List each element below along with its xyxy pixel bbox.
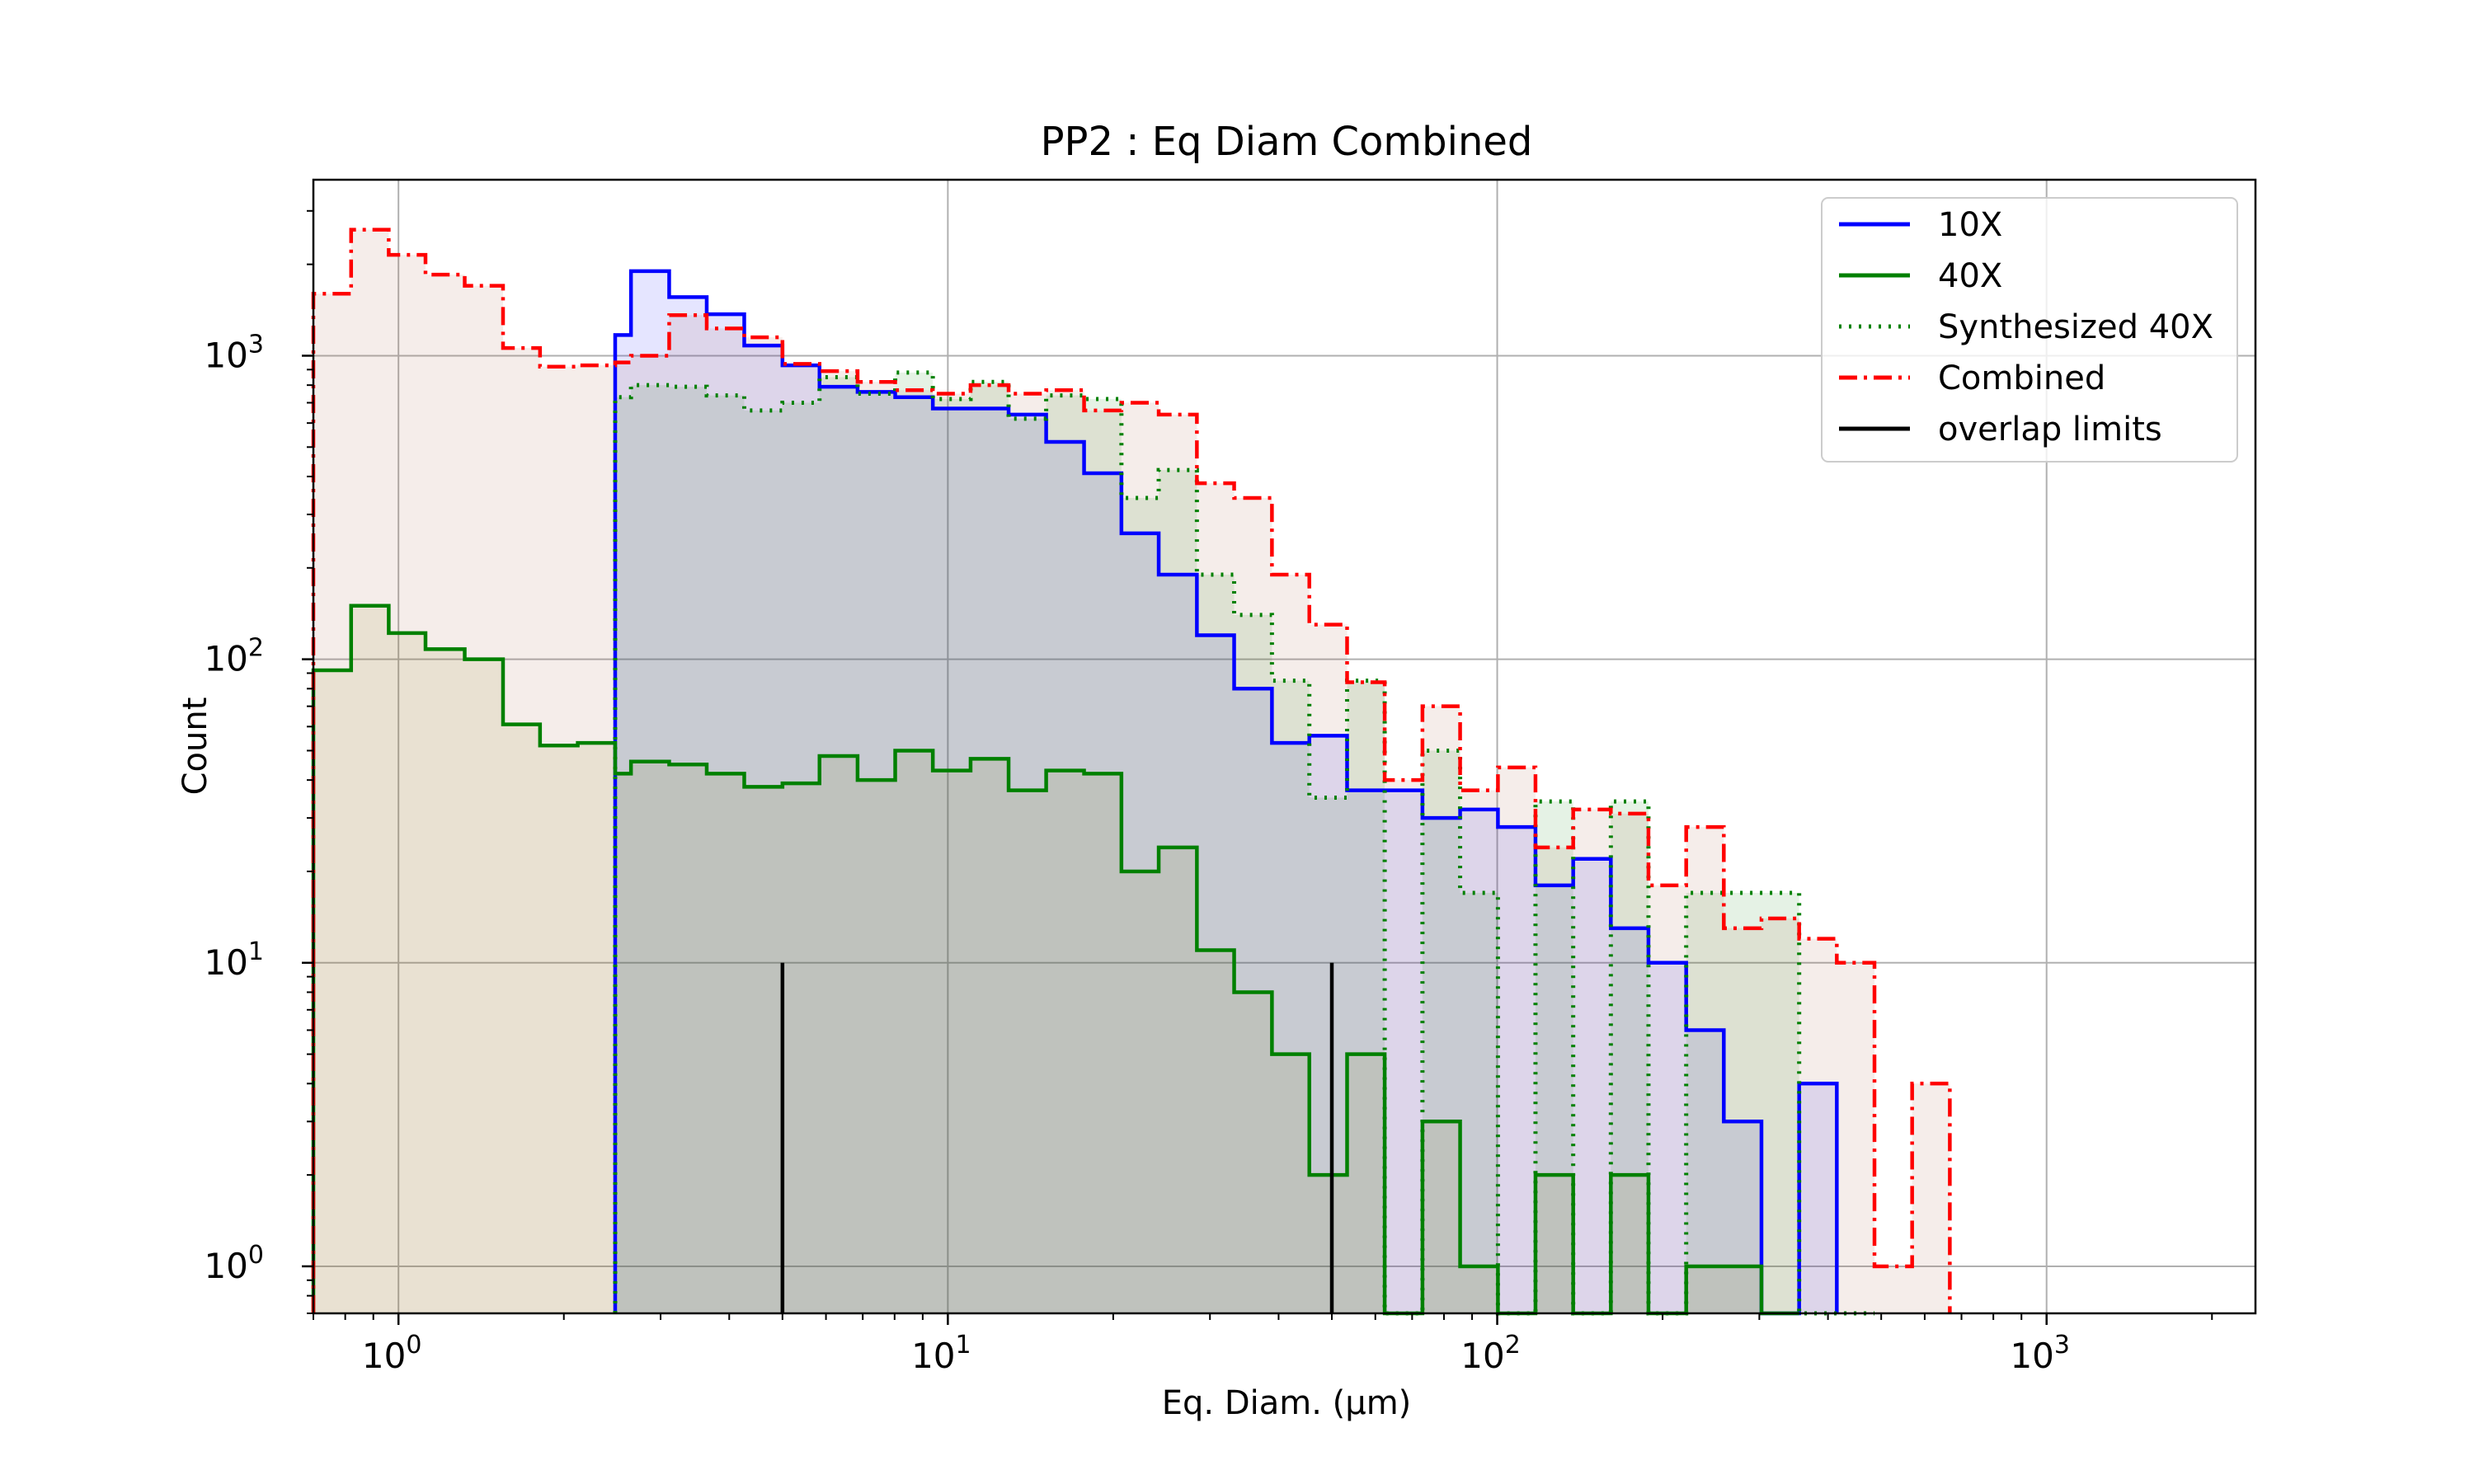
y-axis-label: Count	[176, 697, 214, 796]
legend-label: 40X	[1938, 257, 2002, 295]
legend-label: Combined	[1938, 359, 2105, 397]
y-tick-label: 100	[204, 1241, 264, 1286]
series-fill-synthesized-40x	[614, 372, 1875, 1313]
legend: 10X 40X Synthesized 40X Combined overlap lim…	[1821, 197, 2238, 463]
legend-label: 10X	[1938, 206, 2002, 244]
x-tick-label: 102	[1460, 1331, 1521, 1376]
x-tick-label: 101	[911, 1331, 971, 1376]
histogram-fills	[313, 229, 1950, 1313]
x-axis-ticks: 100 101 102 103	[313, 1313, 2213, 1376]
legend-label: Synthesized 40X	[1938, 308, 2213, 346]
x-tick-label: 100	[362, 1331, 422, 1376]
y-tick-label: 103	[204, 330, 264, 375]
y-axis-ticks: 100 101 102 103	[204, 209, 313, 1314]
x-axis-label: Eq. Diam. (µm)	[1162, 1384, 1412, 1422]
series-fill-40x	[313, 605, 1799, 1313]
y-tick-label: 101	[204, 937, 264, 983]
series-line-combined	[311, 228, 1952, 1313]
legend-box	[1821, 197, 2238, 463]
series-fill-combined	[313, 229, 1950, 1313]
series-line-10x	[613, 269, 1839, 1316]
plot-frame	[312, 178, 2257, 1315]
x-tick-label: 103	[2010, 1331, 2070, 1376]
overlap-limits	[780, 962, 1334, 1313]
chart-title: PP2 : Eq Diam Combined	[1041, 119, 1533, 165]
series-fill-10x	[614, 270, 1837, 1313]
y-tick-label: 102	[204, 634, 264, 679]
legend-label: overlap limits	[1938, 411, 2162, 448]
